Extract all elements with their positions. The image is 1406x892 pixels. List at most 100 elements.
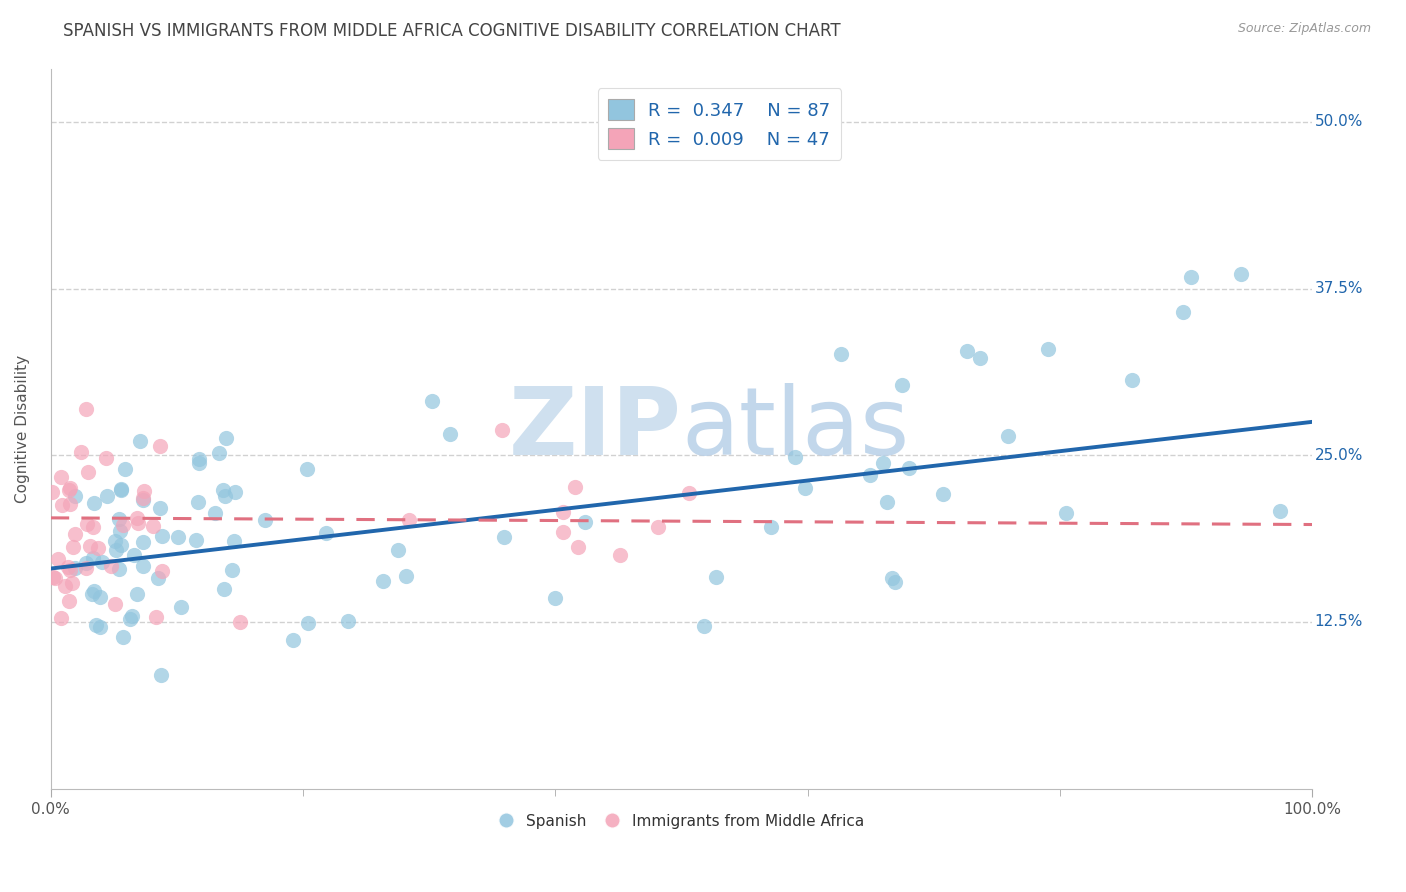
Spanish: [187, 456, 209, 470]
Spanish: [91, 555, 114, 569]
Immigrants from Middle Africa: [111, 517, 134, 532]
Spanish: [897, 460, 920, 475]
Spanish: [83, 496, 105, 510]
Spanish: [830, 347, 852, 361]
Spanish: [783, 450, 806, 464]
Immigrants from Middle Africa: [59, 497, 82, 511]
Spanish: [890, 378, 912, 392]
Immigrants from Middle Africa: [59, 482, 82, 496]
Spanish: [89, 620, 111, 634]
Spanish: [96, 489, 118, 503]
Immigrants from Middle Africa: [150, 564, 173, 578]
Immigrants from Middle Africa: [46, 552, 69, 566]
Spanish: [204, 506, 226, 520]
Immigrants from Middle Africa: [41, 484, 63, 499]
Spanish: [132, 492, 155, 507]
Spanish: [574, 515, 596, 529]
Spanish: [704, 570, 727, 584]
Spanish: [108, 511, 131, 525]
Spanish: [395, 569, 418, 583]
Spanish: [295, 462, 318, 476]
Spanish: [1230, 267, 1253, 281]
Text: atlas: atlas: [682, 383, 910, 475]
Immigrants from Middle Africa: [132, 483, 155, 498]
Immigrants from Middle Africa: [96, 450, 118, 465]
Spanish: [84, 618, 107, 632]
Spanish: [1171, 305, 1194, 319]
Immigrants from Middle Africa: [59, 563, 82, 577]
Spanish: [543, 591, 565, 606]
Spanish: [1054, 506, 1077, 520]
Spanish: [132, 559, 155, 574]
Spanish: [693, 618, 716, 632]
Spanish: [110, 483, 132, 497]
Spanish: [186, 533, 208, 547]
Immigrants from Middle Africa: [49, 470, 72, 484]
Spanish: [170, 600, 193, 615]
Spanish: [794, 481, 817, 495]
Spanish: [82, 551, 104, 566]
Text: SPANISH VS IMMIGRANTS FROM MIDDLE AFRICA COGNITIVE DISABILITY CORRELATION CHART: SPANISH VS IMMIGRANTS FROM MIDDLE AFRICA…: [63, 22, 841, 40]
Spanish: [112, 630, 135, 644]
Spanish: [876, 495, 898, 509]
Text: Source: ZipAtlas.com: Source: ZipAtlas.com: [1237, 22, 1371, 36]
Spanish: [188, 452, 211, 467]
Spanish: [104, 533, 127, 548]
Immigrants from Middle Africa: [567, 540, 589, 554]
Spanish: [214, 582, 236, 596]
Spanish: [387, 543, 409, 558]
Immigrants from Middle Africa: [125, 511, 148, 525]
Spanish: [114, 462, 136, 476]
Immigrants from Middle Africa: [60, 575, 83, 590]
Immigrants from Middle Africa: [75, 401, 97, 416]
Spanish: [110, 483, 132, 497]
Immigrants from Middle Africa: [79, 539, 101, 553]
Spanish: [884, 574, 907, 589]
Spanish: [65, 561, 87, 575]
Immigrants from Middle Africa: [100, 558, 122, 573]
Y-axis label: Cognitive Disability: Cognitive Disability: [15, 354, 30, 502]
Spanish: [132, 535, 155, 549]
Immigrants from Middle Africa: [647, 520, 669, 534]
Text: 50.0%: 50.0%: [1315, 114, 1362, 129]
Immigrants from Middle Africa: [58, 594, 80, 608]
Immigrants from Middle Africa: [76, 466, 98, 480]
Text: 12.5%: 12.5%: [1315, 615, 1362, 630]
Immigrants from Middle Africa: [58, 483, 80, 497]
Immigrants from Middle Africa: [44, 571, 66, 585]
Spanish: [118, 612, 141, 626]
Text: ZIP: ZIP: [509, 383, 682, 475]
Spanish: [283, 633, 305, 648]
Spanish: [187, 495, 209, 509]
Spanish: [150, 529, 173, 543]
Immigrants from Middle Africa: [63, 527, 86, 541]
Spanish: [761, 519, 783, 533]
Spanish: [1121, 373, 1143, 387]
Spanish: [214, 490, 236, 504]
Text: 37.5%: 37.5%: [1315, 281, 1364, 296]
Spanish: [1268, 504, 1291, 518]
Immigrants from Middle Africa: [53, 579, 76, 593]
Immigrants from Middle Africa: [149, 439, 172, 453]
Legend: Spanish, Immigrants from Middle Africa: Spanish, Immigrants from Middle Africa: [492, 807, 870, 835]
Spanish: [956, 344, 979, 359]
Spanish: [149, 501, 172, 516]
Spanish: [315, 525, 337, 540]
Spanish: [932, 487, 955, 501]
Spanish: [1038, 342, 1060, 356]
Spanish: [104, 543, 127, 558]
Immigrants from Middle Africa: [49, 611, 72, 625]
Spanish: [83, 584, 105, 599]
Immigrants from Middle Africa: [51, 498, 73, 512]
Immigrants from Middle Africa: [82, 520, 104, 534]
Spanish: [859, 467, 882, 482]
Spanish: [149, 668, 172, 682]
Spanish: [224, 534, 246, 549]
Spanish: [110, 538, 132, 552]
Spanish: [492, 530, 515, 544]
Immigrants from Middle Africa: [76, 517, 98, 532]
Spanish: [146, 571, 169, 585]
Immigrants from Middle Africa: [678, 486, 700, 500]
Immigrants from Middle Africa: [86, 541, 108, 555]
Immigrants from Middle Africa: [491, 423, 513, 437]
